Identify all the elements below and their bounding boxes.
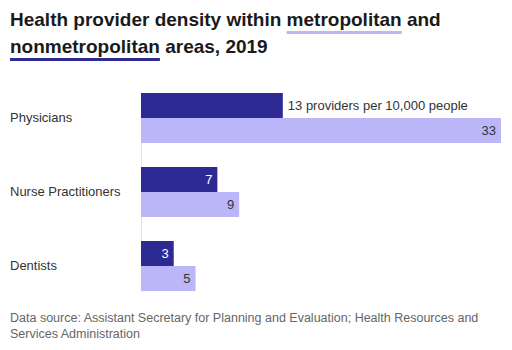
chart-title: Health provider density within metropoli… <box>10 6 470 60</box>
tick: Physicians <box>10 110 141 125</box>
bar <box>141 241 174 266</box>
y-axis: Physicians Nurse Practitioners Dentists <box>10 94 142 292</box>
tick-label: Dentists <box>10 258 57 273</box>
tick: Dentists <box>10 258 141 273</box>
bar <box>141 118 501 143</box>
legend-entry: nonmetropolitan <box>10 36 160 57</box>
bar <box>141 266 196 291</box>
source-note: Data source: Assistant Secretary for Pla… <box>10 310 502 342</box>
data-label: 7 <box>205 172 212 187</box>
data-label: 13 providers per 10,000 people <box>288 98 468 113</box>
data-label: 33 <box>482 123 496 138</box>
bar <box>141 93 283 118</box>
title-text: areas, 2019 <box>160 36 268 57</box>
bar <box>141 167 217 192</box>
tick-label: Physicians <box>10 110 73 125</box>
title-text: and <box>402 9 441 30</box>
bars <box>141 93 501 291</box>
data-labels: 13 providers per 10,000 people733395 <box>161 98 496 286</box>
data-label: 5 <box>183 271 190 286</box>
bar <box>141 192 239 217</box>
chart: Physicians Nurse Practitioners Dentists 13 … <box>0 0 512 350</box>
title-text: Health provider density within <box>10 9 287 30</box>
tick: Nurse Practitioners <box>10 184 141 199</box>
data-label: 3 <box>161 246 168 261</box>
tick-label: Nurse Practitioners <box>10 184 121 199</box>
data-label: 9 <box>227 197 234 212</box>
legend-entry: metropolitan <box>287 9 402 30</box>
